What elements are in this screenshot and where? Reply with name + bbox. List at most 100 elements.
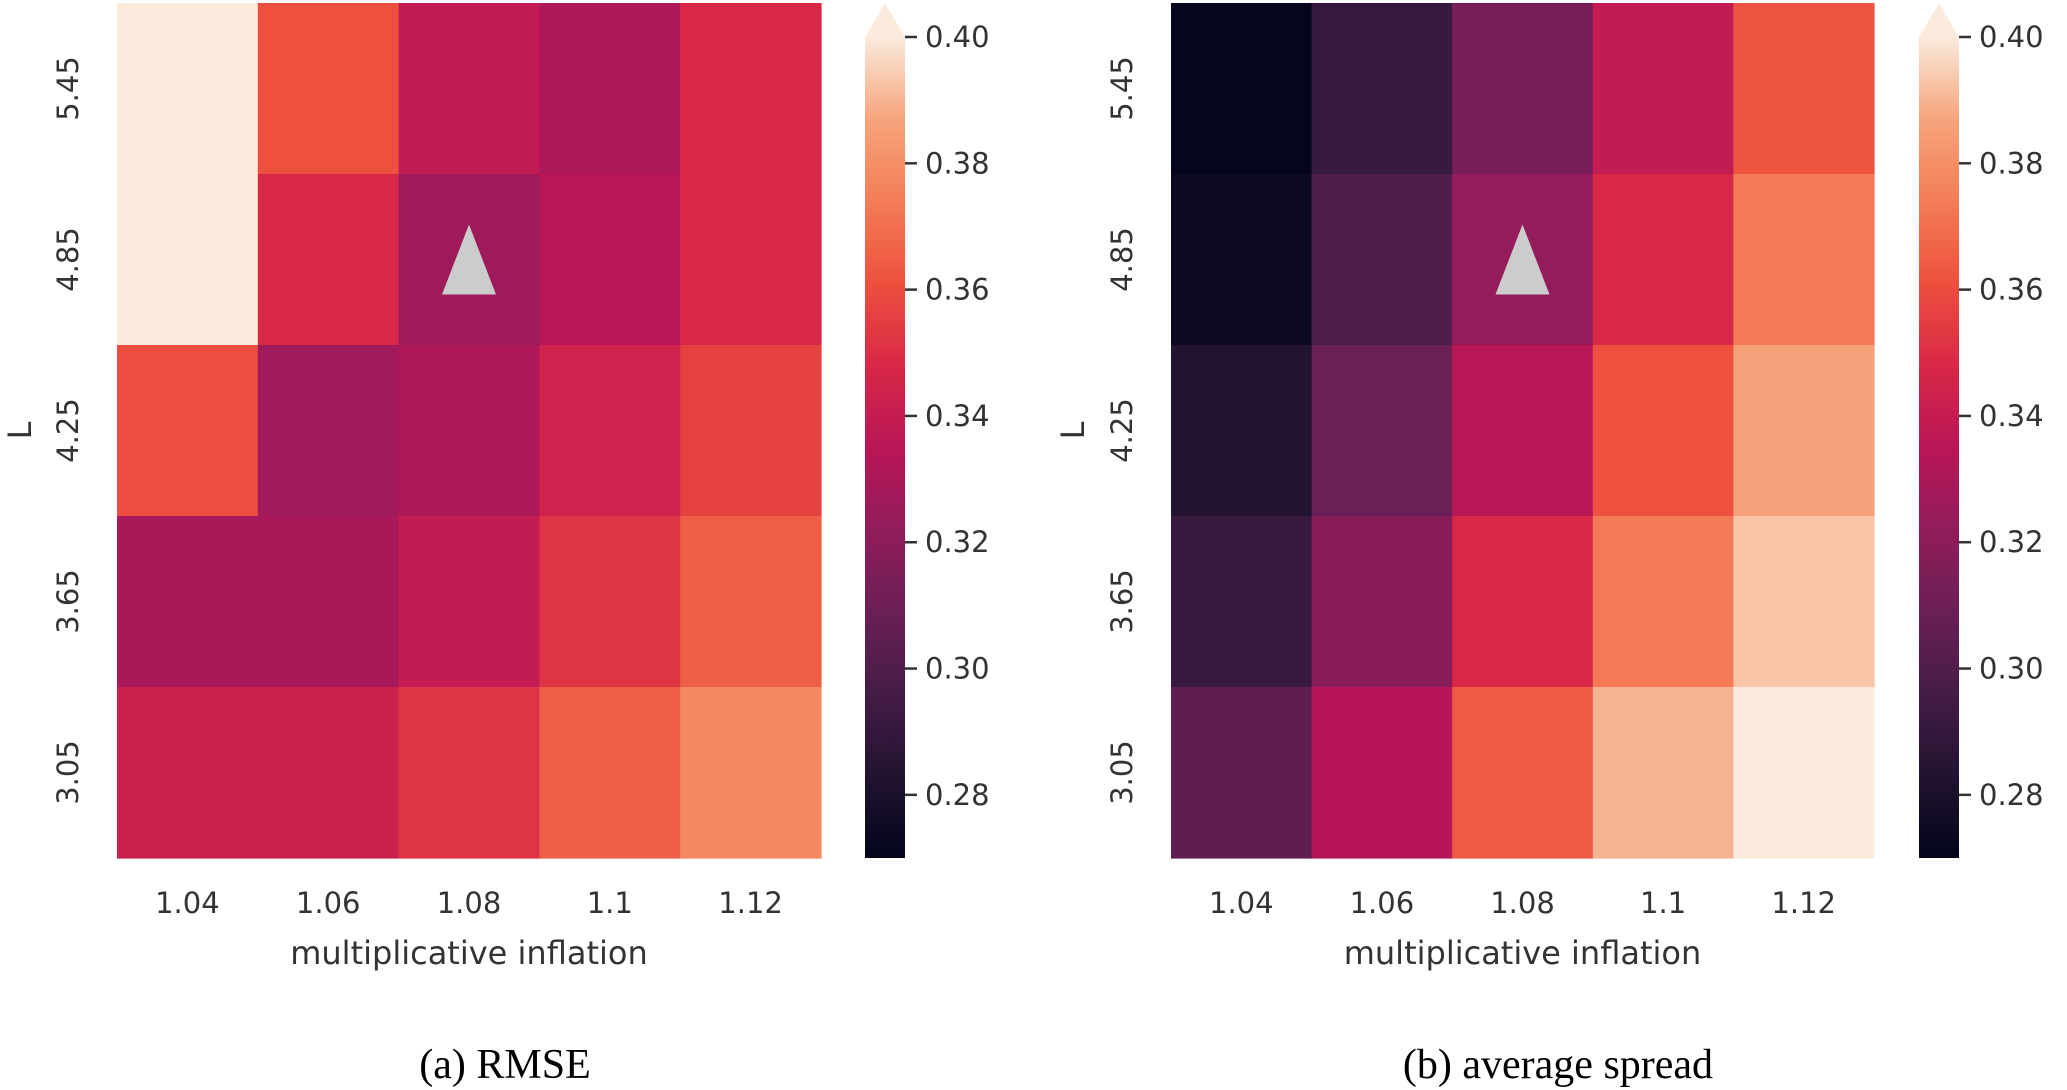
heatmap-cell bbox=[680, 516, 822, 688]
heatmap-cell bbox=[257, 687, 400, 859]
y-tick-label: 4.25 bbox=[51, 398, 85, 463]
x-axis-label: multiplicative inflation bbox=[290, 934, 648, 972]
colorbar-tick-label: 0.36 bbox=[925, 273, 990, 307]
heatmap-cell bbox=[398, 516, 540, 688]
y-axis-label: L bbox=[1, 421, 39, 439]
heatmap-cell bbox=[398, 687, 540, 859]
y-tick-label: 3.05 bbox=[51, 740, 85, 805]
x-tick-label: 1.06 bbox=[1350, 886, 1415, 920]
heatmap-cell bbox=[1311, 516, 1453, 688]
colorbar-tick-label: 0.28 bbox=[1979, 778, 2044, 812]
heatmap-cell bbox=[1592, 687, 1734, 859]
colorbar-tick-label: 0.32 bbox=[1979, 525, 2044, 559]
heatmap-cell bbox=[539, 3, 681, 175]
heatmap-cell bbox=[1592, 174, 1734, 346]
heatmap-cell bbox=[1733, 516, 1875, 688]
x-tick-label: 1.1 bbox=[1640, 886, 1686, 920]
x-tick-label: 1.04 bbox=[1209, 886, 1274, 920]
heatmap-cells bbox=[117, 3, 822, 859]
y-tick-label: 4.85 bbox=[1105, 227, 1139, 292]
colorbar-tick-label: 0.32 bbox=[925, 525, 990, 559]
heatmap-cell bbox=[257, 345, 400, 517]
y-tick-label: 3.65 bbox=[51, 569, 85, 634]
colorbar-tick-label: 0.28 bbox=[925, 778, 990, 812]
heatmap-cell bbox=[398, 3, 540, 175]
y-axis-label: L bbox=[1054, 421, 1092, 439]
x-tick-labels: 1.04 1.06 1.08 1.1 1.12 bbox=[155, 886, 783, 920]
x-tick-labels: 1.04 1.06 1.08 1.1 1.12 bbox=[1209, 886, 1836, 920]
heatmap-cell bbox=[539, 345, 681, 517]
heatmap-cell bbox=[117, 687, 259, 859]
heatmap-cell bbox=[1733, 174, 1875, 346]
heatmap-cell bbox=[1311, 687, 1453, 859]
heatmap-cell bbox=[1452, 516, 1594, 688]
heatmap-cells bbox=[1171, 3, 1875, 859]
y-tick-label: 3.65 bbox=[1105, 569, 1139, 634]
colorbar-tick-label: 0.38 bbox=[925, 146, 990, 180]
colorbar: 0.28 0.30 0.32 0.34 0.36 0.38 0.40 bbox=[865, 3, 990, 858]
colorbar-gradient bbox=[865, 37, 905, 858]
heatmap-cell bbox=[1171, 516, 1313, 688]
y-tick-label: 4.25 bbox=[1105, 398, 1139, 463]
x-axis-label: multiplicative inflation bbox=[1344, 934, 1702, 972]
colorbar-tick-label: 0.34 bbox=[1979, 399, 2044, 433]
heatmap-cell bbox=[539, 516, 681, 688]
heatmap-cell bbox=[257, 3, 400, 175]
y-tick-labels: 5.45 4.85 4.25 3.65 3.05 bbox=[51, 56, 85, 805]
x-tick-label: 1.1 bbox=[587, 886, 633, 920]
colorbar-tick-label: 0.38 bbox=[1979, 146, 2044, 180]
heatmap-cell bbox=[1592, 345, 1734, 517]
heatmap-cell bbox=[1311, 174, 1453, 346]
heatmap-cell bbox=[1311, 345, 1453, 517]
colorbar-tick-label: 0.30 bbox=[925, 652, 990, 686]
heatmap-cell bbox=[1452, 3, 1594, 175]
heatmap-cell bbox=[1733, 345, 1875, 517]
optimum-triangle-marker bbox=[1495, 224, 1550, 295]
heatmap-cell bbox=[257, 174, 400, 346]
panel-caption: (b) average spread bbox=[1403, 1042, 1713, 1088]
colorbar-tick-label: 0.30 bbox=[1979, 652, 2044, 686]
colorbar-tick-label: 0.40 bbox=[925, 20, 990, 54]
heatmap-cell bbox=[117, 3, 259, 175]
colorbar-extend-arrow bbox=[865, 3, 905, 38]
y-tick-label: 5.45 bbox=[1105, 56, 1139, 121]
heatmap-cell bbox=[680, 345, 822, 517]
x-tick-label: 1.08 bbox=[1490, 886, 1555, 920]
panel-caption: (a) RMSE bbox=[419, 1042, 591, 1088]
x-tick-label: 1.04 bbox=[155, 886, 220, 920]
heatmap-cell bbox=[1592, 3, 1734, 175]
heatmap-cell bbox=[1171, 687, 1313, 859]
heatmap-panel-spread: 5.45 4.85 4.25 3.65 3.05 1.04 1.06 1.08 1.1 1.12… bbox=[1054, 3, 2044, 1088]
heatmap-cell bbox=[539, 687, 681, 859]
colorbar: 0.28 0.30 0.32 0.34 0.36 0.38 0.40 bbox=[1919, 3, 2044, 858]
colorbar-tick-label: 0.34 bbox=[925, 399, 990, 433]
x-tick-label: 1.06 bbox=[296, 886, 361, 920]
heatmap-cell bbox=[1171, 345, 1313, 517]
heatmap-cell bbox=[117, 516, 259, 688]
heatmap-cell bbox=[1592, 516, 1734, 688]
heatmap-cell bbox=[117, 345, 259, 517]
heatmap-cell bbox=[680, 174, 822, 346]
y-tick-labels: 5.45 4.85 4.25 3.65 3.05 bbox=[1105, 56, 1139, 805]
heatmap-cell bbox=[1171, 174, 1313, 346]
y-tick-label: 4.85 bbox=[51, 227, 85, 292]
colorbar-gradient bbox=[1919, 37, 1959, 858]
heatmap-cell bbox=[1452, 345, 1594, 517]
x-tick-label: 1.12 bbox=[1771, 886, 1836, 920]
heatmap-cell bbox=[1311, 3, 1453, 175]
colorbar-tick-label: 0.40 bbox=[1979, 20, 2044, 54]
heatmap-panel-rmse: 5.45 4.85 4.25 3.65 3.05 1.04 1.06 1.08 1.1 1.12… bbox=[1, 3, 990, 1088]
heatmap-cell bbox=[680, 3, 822, 175]
heatmap-cell bbox=[1733, 3, 1875, 175]
y-tick-label: 3.05 bbox=[1105, 740, 1139, 805]
heatmap-cell bbox=[257, 516, 400, 688]
heatmap-cell bbox=[680, 687, 822, 859]
colorbar-tick-label: 0.36 bbox=[1979, 273, 2044, 307]
x-tick-label: 1.08 bbox=[437, 886, 502, 920]
heatmap-cell bbox=[398, 345, 540, 517]
x-tick-label: 1.12 bbox=[718, 886, 783, 920]
heatmap-cell bbox=[117, 174, 259, 346]
heatmap-cell bbox=[1733, 687, 1875, 859]
heatmap-cell bbox=[1171, 3, 1313, 175]
